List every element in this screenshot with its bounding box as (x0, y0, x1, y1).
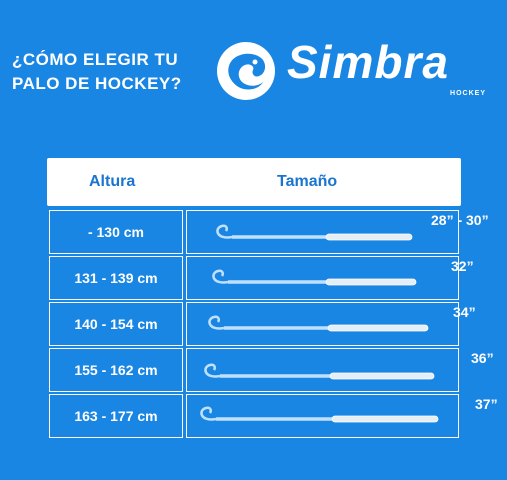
hockey-stick-icon (212, 269, 417, 286)
hockey-stick-icon (216, 224, 413, 241)
stick-size: 36” (471, 350, 494, 366)
table-row: 163 - 177 cm 37” (49, 394, 498, 438)
height-cell (49, 256, 183, 300)
headline-line-2: PALO DE HOCKEY? (12, 74, 182, 93)
size-cell (186, 256, 459, 300)
brand-subtitle: HOCKEY (450, 90, 486, 97)
puma-logo-icon (217, 42, 275, 100)
height-value: 131 - 139 cm (74, 270, 158, 286)
hockey-stick-icon (200, 406, 439, 423)
size-cell (186, 210, 459, 254)
height-value: 163 - 177 cm (74, 408, 158, 424)
brand-logo: Simbra HOCKEY (215, 36, 500, 106)
size-cell (186, 348, 459, 392)
table-row: 155 - 162 cm 36” (49, 348, 494, 392)
table-header: Altura Tamaño (47, 158, 461, 206)
height-cell (49, 394, 183, 438)
header-height: Altura (89, 173, 136, 190)
height-cell (49, 348, 183, 392)
height-cell (49, 302, 183, 346)
hockey-stick-icon (204, 363, 435, 380)
brand-name: Simbra (287, 36, 449, 88)
header-size: Tamaño (277, 173, 338, 190)
headline: ¿CÓMO ELEGIR TU PALO DE HOCKEY? (12, 48, 182, 96)
table-row: - 130 cm 28” - 30” (49, 210, 489, 254)
stick-size: 34” (453, 304, 476, 320)
stick-size: 28” - 30” (431, 212, 489, 228)
table-row: 131 - 139 cm 32” (49, 256, 474, 300)
height-value: 140 - 154 cm (74, 316, 158, 332)
headline-line-1: ¿CÓMO ELEGIR TU (12, 50, 179, 69)
height-value: 155 - 162 cm (74, 362, 158, 378)
hockey-stick-icon (208, 315, 429, 332)
height-value: - 130 cm (87, 224, 145, 240)
table-row: 140 - 154 cm 34” (49, 302, 476, 346)
stick-size: 37” (475, 396, 498, 412)
size-cell (186, 394, 459, 438)
size-table: Altura Tamaño - 130 cm 28” - 30” 131 - 1… (47, 158, 498, 440)
height-cell (49, 210, 183, 254)
size-cell (186, 302, 459, 346)
stick-size: 32” (451, 258, 474, 274)
